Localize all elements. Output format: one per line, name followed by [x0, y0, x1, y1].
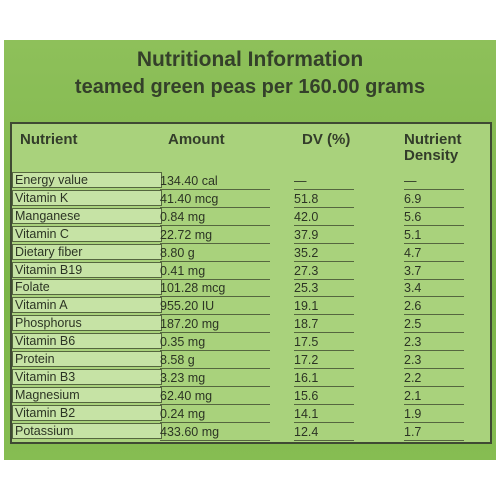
nutrient-cell: Protein [12, 351, 162, 367]
value-cell: 18.7 [294, 316, 354, 334]
value-cell: 2.3 [404, 334, 464, 352]
value-cell: 2.6 [404, 298, 464, 316]
value-cell: — [294, 173, 354, 190]
value-cell: 25.3 [294, 280, 354, 298]
nutrient-cell: Energy value [12, 172, 162, 188]
value-cell: 2.2 [404, 370, 464, 387]
value-cell: 3.4 [404, 280, 464, 298]
value-cell: 16.1 [294, 370, 354, 387]
value-cell: 17.2 [294, 352, 354, 369]
value-cell: 8.58 g [160, 352, 270, 369]
nutrient-cell: Vitamin B19 [12, 261, 162, 278]
value-cell: 17.5 [294, 334, 354, 352]
value-cell: 42.0 [294, 209, 354, 226]
value-cell: 101.28 mcg [160, 280, 270, 298]
table-row: Vitamin K 41.40 mcg 51.8 6.9 [12, 189, 490, 208]
table-row: Vitamin B19 0.41 mg 27.3 3.7 [12, 261, 490, 280]
value-cell: 6.9 [404, 191, 464, 208]
column-header: Nutrient [20, 131, 78, 148]
value-cell: 22.72 mg [160, 227, 270, 244]
column-header: DV (%) [302, 131, 351, 148]
nutrient-cell: Vitamin B3 [12, 368, 162, 385]
value-cell: 8.80 g [160, 245, 270, 262]
value-cell: 1.7 [404, 424, 464, 441]
table-row: Protein 8.58 g 17.2 2.3 [12, 351, 490, 369]
nutrient-cell: Vitamin A [12, 297, 162, 314]
value-cell: 12.4 [294, 424, 354, 441]
value-cell: 15.6 [294, 388, 354, 405]
value-cell: 2.1 [404, 388, 464, 405]
value-cell: 37.9 [294, 227, 354, 244]
value-cell: 62.40 mg [160, 388, 270, 405]
value-cell: 5.1 [404, 227, 464, 244]
nutrient-cell: Phosphorus [12, 315, 162, 332]
table: Nutrient Amount DV (%) Nutrient Density Ener… [10, 122, 492, 444]
label: Nutritional Information teamed green pea… [4, 40, 496, 460]
nutrient-cell: Vitamin K [12, 189, 162, 206]
table-row: Vitamin A 955.20 IU 19.1 2.6 [12, 297, 490, 316]
nutrient-cell: Vitamin B6 [12, 333, 162, 350]
nutrient-cell: Vitamin B2 [12, 404, 162, 421]
table-row: Vitamin B3 3.23 mg 16.1 2.2 [12, 368, 490, 387]
table-row: Folate 101.28 mcg 25.3 3.4 [12, 279, 490, 298]
value-cell: 134.40 cal [160, 173, 270, 190]
value-cell: 187.20 mg [160, 316, 270, 334]
column-header: Amount [168, 131, 225, 148]
nutrient-cell: Folate [12, 279, 162, 296]
value-cell: 14.1 [294, 406, 354, 423]
value-cell: 51.8 [294, 191, 354, 208]
table-row: Vitamin C 22.72 mg 37.9 5.1 [12, 225, 490, 244]
value-cell: 35.2 [294, 245, 354, 262]
column-header: Nutrient Density [404, 131, 462, 164]
value-cell: 41.40 mcg [160, 191, 270, 208]
nutrient-cell: Manganese [12, 207, 162, 224]
value-cell: 0.24 mg [160, 406, 270, 423]
value-cell: — [404, 173, 464, 190]
value-cell: 0.41 mg [160, 263, 270, 280]
table-row: Phosphorus 187.20 mg 18.7 2.5 [12, 315, 490, 334]
value-cell: 19.1 [294, 298, 354, 316]
value-cell: 5.6 [404, 209, 464, 226]
nutrient-cell: Potassium [12, 422, 162, 439]
value-cell: 2.3 [404, 352, 464, 369]
value-cell: 3.23 mg [160, 370, 270, 387]
nutrient-cell: Magnesium [12, 386, 162, 403]
title: Nutritional Information [136, 48, 364, 71]
nutrient-cell: Vitamin C [12, 225, 162, 242]
value-cell: 433.60 mg [160, 424, 270, 441]
value-cell: 0.35 mg [160, 334, 270, 352]
table-row: Manganese 0.84 mg 42.0 5.6 [12, 207, 490, 226]
value-cell: 3.7 [404, 263, 464, 280]
value-cell: 1.9 [404, 406, 464, 423]
value-cell: 0.84 mg [160, 209, 270, 226]
table-row: Vitamin B6 0.35 mg 17.5 2.3 [12, 333, 490, 352]
subtitle: teamed green peas per 160.00 grams [74, 76, 426, 98]
table-row: Vitamin B2 0.24 mg 14.1 1.9 [12, 404, 490, 423]
nutrient-cell: Dietary fiber [12, 243, 162, 260]
table-row: Magnesium 62.40 mg 15.6 2.1 [12, 386, 490, 405]
table-row: Dietary fiber 8.80 g 35.2 4.7 [12, 243, 490, 262]
value-cell: 27.3 [294, 263, 354, 280]
table-row: Energy value 134.40 cal — — [12, 172, 490, 190]
value-cell: 955.20 IU [160, 298, 270, 316]
table-row: Potassium 433.60 mg 12.4 1.7 [12, 422, 490, 441]
value-cell: 2.5 [404, 316, 464, 334]
value-cell: 4.7 [404, 245, 464, 262]
